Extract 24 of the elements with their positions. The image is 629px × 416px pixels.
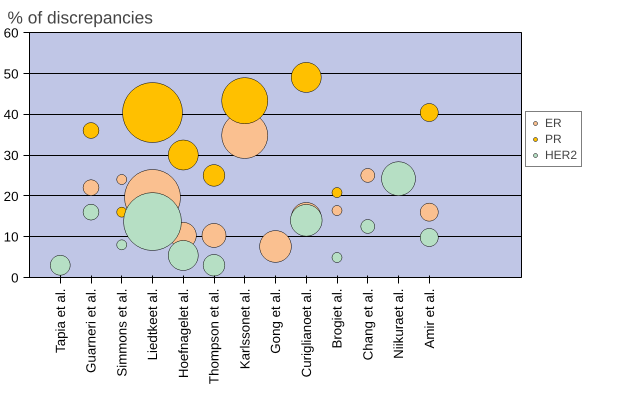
x-tick-label: Simmons et al. [114,288,130,377]
x-tick-label: Amir et al. [422,288,437,348]
x-tick-label: Curiglianoet al. [298,288,314,378]
y-axis-title: % of discrepancies [8,8,154,28]
x-tick-label: Hoefnagelet al. [176,288,191,378]
y-tick-label: 50 [4,66,19,82]
y-tick-label: 30 [4,148,19,163]
x-tick-label: Guarneri et al. [84,288,98,373]
x-tick-label: Karlssonet al. [237,288,252,370]
y-tick-label: 20 [4,188,19,204]
y-tick-label: 60 [4,26,19,40]
x-tick-label: Thompson et al. [206,288,222,384]
y-tick-label: 40 [4,107,19,122]
y-tick-label: 10 [4,230,19,245]
x-tick-label: Chang et al. [360,288,376,360]
legend-label: HER2 [545,148,578,162]
y-tick-label: 0 [11,270,19,286]
x-tick-label: Niikuraet al. [391,288,406,359]
x-tick-label: Gong et al. [268,288,283,354]
x-tick-label: Brogiet al. [330,288,344,349]
x-tick-label: Tapia et al. [52,288,68,353]
legend-label: ER [545,116,563,130]
legend-label: PR [545,132,563,146]
x-tick-label: Liedtkeet al. [145,288,160,360]
